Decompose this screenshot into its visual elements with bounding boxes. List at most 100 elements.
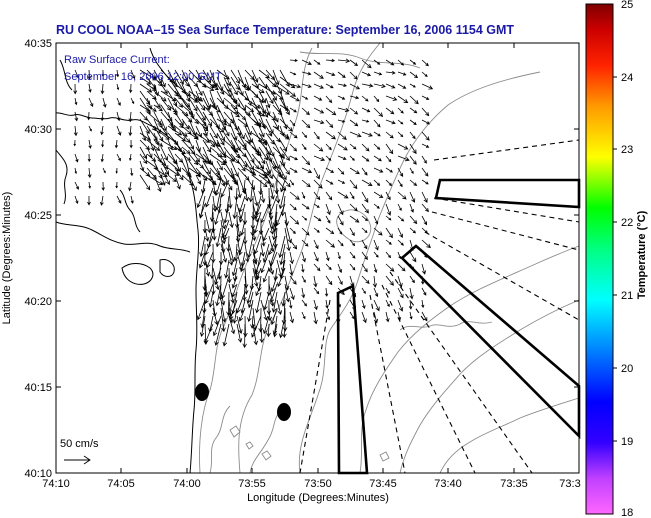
current-vector xyxy=(251,69,259,83)
current-vector xyxy=(87,153,91,163)
current-vector xyxy=(349,263,356,271)
current-vector xyxy=(313,167,320,180)
current-vector xyxy=(268,283,275,307)
current-vector xyxy=(220,299,227,323)
current-vector xyxy=(372,275,378,288)
current-vector xyxy=(361,191,369,203)
current-vector xyxy=(160,153,169,170)
current-vector xyxy=(223,76,232,93)
current-vector xyxy=(160,76,166,88)
current-vector xyxy=(409,131,416,140)
current-vector xyxy=(115,181,119,189)
current-vector xyxy=(397,227,403,239)
current-vector xyxy=(276,299,283,316)
current-vector xyxy=(220,243,228,263)
current-vector xyxy=(139,104,151,112)
current-vector xyxy=(409,167,414,175)
current-vector xyxy=(361,167,368,176)
current-vector xyxy=(385,275,394,286)
current-vector xyxy=(216,167,226,187)
current-vector xyxy=(421,299,425,309)
current-vector xyxy=(373,251,379,258)
current-vector xyxy=(272,118,279,130)
current-vector xyxy=(301,287,306,299)
current-vector xyxy=(279,132,290,140)
current-vector xyxy=(397,287,404,299)
current-vector xyxy=(128,111,133,123)
current-vector xyxy=(101,69,105,77)
current-vector xyxy=(272,219,278,241)
current-vector xyxy=(258,153,266,165)
current-vector xyxy=(272,211,278,233)
current-vector xyxy=(130,195,134,204)
current-vector xyxy=(242,323,247,349)
current-vector xyxy=(255,267,262,281)
current-vector xyxy=(231,259,238,277)
current-vector xyxy=(266,323,271,338)
current-vector xyxy=(373,191,384,198)
current-vector xyxy=(373,155,382,162)
current-vector xyxy=(181,111,193,123)
current-vector xyxy=(174,160,181,173)
current-vector xyxy=(289,287,295,301)
current-vector xyxy=(139,83,153,93)
current-vector xyxy=(199,235,206,258)
current-vector xyxy=(216,83,225,95)
colorbar-tick: 20 xyxy=(621,363,633,375)
current-vector xyxy=(301,167,313,174)
current-vector xyxy=(220,179,230,198)
current-vector xyxy=(397,275,403,288)
y-tick-label: 40:35 xyxy=(24,38,52,50)
current-vector xyxy=(361,215,369,222)
current-vector xyxy=(284,283,290,303)
current-vector xyxy=(195,90,201,102)
current-vector xyxy=(237,153,248,168)
current-vector xyxy=(128,181,132,192)
current-vector xyxy=(337,107,350,113)
current-vector xyxy=(385,131,394,139)
current-vector xyxy=(252,267,259,288)
current-vector xyxy=(265,90,274,105)
x-tick-label: 73:3 xyxy=(559,478,580,490)
scale-arrow xyxy=(64,455,91,465)
current-vector xyxy=(409,107,418,114)
current-vector xyxy=(208,291,214,308)
current-vector xyxy=(397,155,410,162)
current-vector xyxy=(409,275,415,284)
current-vector xyxy=(228,283,235,304)
current-vector xyxy=(397,107,404,114)
current-vector xyxy=(325,71,336,77)
current-vector xyxy=(397,167,404,178)
current-vector xyxy=(361,155,370,162)
current-vector xyxy=(73,83,78,95)
current-vector xyxy=(289,83,302,89)
current-vector xyxy=(337,191,349,199)
current-vector xyxy=(237,125,245,140)
current-vector xyxy=(421,83,434,90)
colorbar-tick: 22 xyxy=(621,217,633,229)
current-vector xyxy=(167,125,183,136)
current-vector xyxy=(212,219,217,241)
buoy-marker xyxy=(195,383,209,401)
current-vector xyxy=(251,104,265,117)
current-vector xyxy=(325,263,332,271)
current-vector xyxy=(223,125,230,137)
current-vector xyxy=(337,119,346,123)
current-vector xyxy=(212,179,217,195)
current-vector xyxy=(325,58,336,63)
current-vector xyxy=(397,143,409,150)
current-vector xyxy=(325,131,336,140)
current-vector xyxy=(313,191,321,201)
current-vector xyxy=(313,107,325,114)
current-vector xyxy=(160,125,168,136)
current-vector xyxy=(289,107,297,113)
current-vector xyxy=(313,311,318,325)
current-vector xyxy=(238,203,246,223)
current-vector xyxy=(421,263,426,275)
current-vector xyxy=(244,146,255,164)
current-vector xyxy=(244,132,251,145)
current-vector xyxy=(244,118,252,136)
current-vector xyxy=(116,83,120,91)
y-tick-label: 40:30 xyxy=(24,124,52,136)
current-vector xyxy=(313,95,323,101)
